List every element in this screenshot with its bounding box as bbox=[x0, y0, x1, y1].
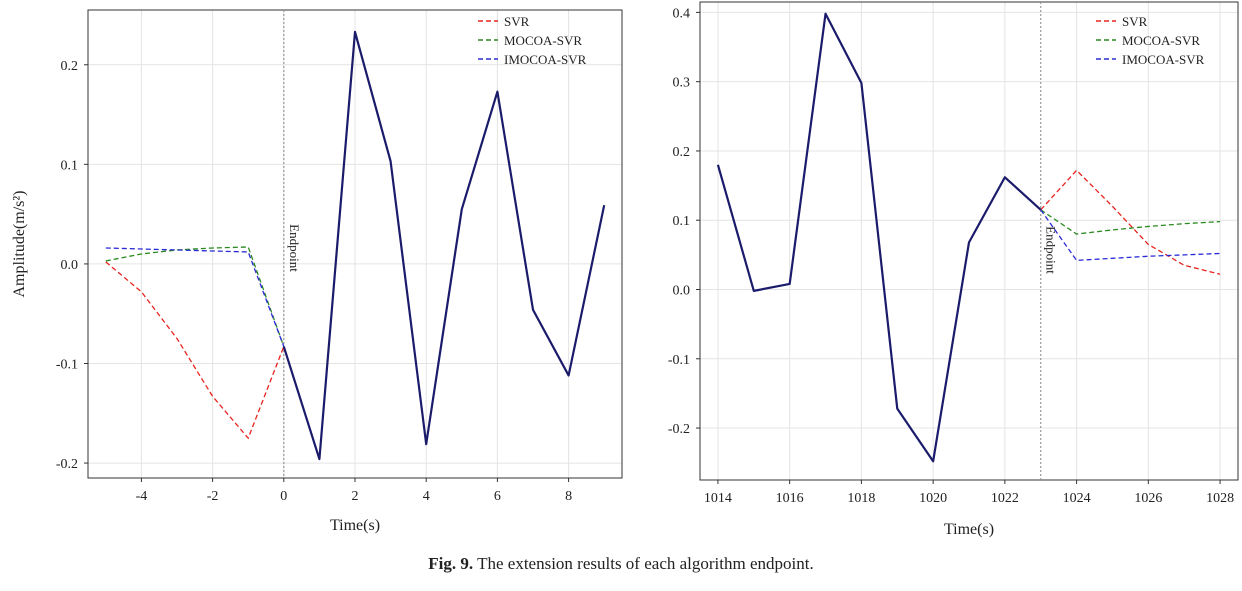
y-axis-label: Amplitude(m/s²) bbox=[11, 190, 28, 297]
endpoint-annotation: Endpoint bbox=[287, 224, 302, 272]
series-line-imocoa-svr bbox=[1040, 209, 1221, 262]
legend-label: IMOCOA-SVR bbox=[1122, 52, 1205, 67]
y-tick-label: 0.1 bbox=[61, 158, 79, 173]
y-tick-label: -0.2 bbox=[668, 422, 690, 437]
y-tick-label: -0.1 bbox=[56, 357, 78, 372]
y-tick-label: -0.2 bbox=[56, 457, 78, 472]
series-line-imocoa-svr bbox=[105, 247, 285, 347]
series-line-svr bbox=[105, 261, 285, 440]
y-tick-label: 0.4 bbox=[673, 6, 691, 21]
x-tick-label: 1018 bbox=[847, 491, 875, 506]
legend-label: SVR bbox=[504, 14, 530, 29]
y-tick-label: 0.2 bbox=[61, 59, 79, 74]
x-tick-label: 8 bbox=[565, 489, 572, 504]
right-chart: 1014 1016 1018 1020 1022 1024 1026 1028 -0.2 -0.1… bbox=[668, 1, 1239, 538]
legend-label: IMOCOA-SVR bbox=[504, 52, 587, 67]
x-tick-label: 0 bbox=[280, 489, 287, 504]
legend-label: SVR bbox=[1122, 14, 1148, 29]
x-tick-label: 6 bbox=[494, 489, 501, 504]
x-tick-label: 1014 bbox=[704, 491, 732, 506]
x-tick-label: 1016 bbox=[776, 491, 804, 506]
x-tick-label: 1024 bbox=[1063, 491, 1091, 506]
observed-signal-line bbox=[716, 12, 1042, 463]
y-tick-label: 0.3 bbox=[673, 76, 691, 91]
endpoint-annotation: Endpoint bbox=[1044, 226, 1059, 274]
left-chart: -4 -2 0 2 4 6 8 -0.2 -0.1 0.0 0.1 0.2 Time(s) Amplitu… bbox=[11, 9, 623, 534]
x-axis-label: Time(s) bbox=[944, 521, 994, 538]
figure-caption: Fig. 9. The extension results of each al… bbox=[0, 554, 1242, 574]
caption-text: The extension results of each algorithm … bbox=[477, 554, 814, 573]
x-axis-label: Time(s) bbox=[330, 517, 380, 534]
x-tick-label: -2 bbox=[207, 489, 219, 504]
series-line-svr bbox=[1040, 169, 1221, 275]
y-tick-label: 0.0 bbox=[673, 283, 691, 298]
x-tick-label: 2 bbox=[352, 489, 359, 504]
y-tick-label: 0.1 bbox=[673, 214, 691, 229]
y-tick-label: 0.2 bbox=[673, 145, 691, 160]
legend-label: MOCOA-SVR bbox=[1122, 33, 1200, 48]
caption-label: Fig. 9. bbox=[428, 554, 474, 573]
x-tick-label: 1022 bbox=[991, 491, 1019, 506]
x-tick-label: 4 bbox=[423, 489, 430, 504]
x-tick-label: 1020 bbox=[919, 491, 947, 506]
y-tick-label: 0.0 bbox=[61, 258, 79, 273]
plot-frame bbox=[699, 1, 1239, 481]
series-line-mocoa-svr bbox=[105, 246, 285, 347]
x-tick-label: 1028 bbox=[1206, 491, 1234, 506]
observed-signal-line bbox=[282, 30, 606, 461]
figure: -4 -2 0 2 4 6 8 -0.2 -0.1 0.0 0.1 0.2 Time(s) Amplitu… bbox=[11, 1, 1239, 538]
x-tick-label: 1026 bbox=[1134, 491, 1162, 506]
x-tick-label: -4 bbox=[136, 489, 148, 504]
y-tick-label: -0.1 bbox=[668, 353, 690, 368]
series-line-mocoa-svr bbox=[1040, 209, 1221, 235]
legend-label: MOCOA-SVR bbox=[504, 33, 582, 48]
